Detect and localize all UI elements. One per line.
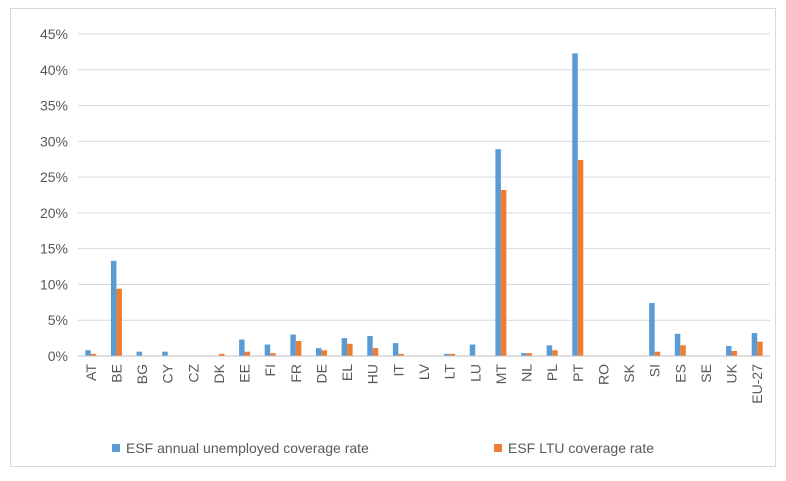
x-tick-label: FR [288,364,304,383]
bar-unemployed-be [110,260,117,356]
y-tick-label: 20% [40,205,68,221]
y-tick-label: 40% [40,62,68,78]
bar-unemployed-de [315,348,322,356]
bar-unemployed-pl [546,345,553,356]
y-tick-label: 15% [40,241,68,257]
bar-ltu-de [321,350,327,356]
x-tick-label: BE [108,364,124,383]
x-tick-label: PT [570,364,586,382]
bar-ltu-pt [577,159,584,356]
y-tick-label: 35% [40,98,68,114]
bar-unemployed-es [674,333,681,356]
x-tick-label: FI [262,364,278,376]
x-tick-label: DE [313,364,329,383]
bar-ltu-pl [552,350,558,356]
bar-unemployed-mt [495,149,501,356]
x-tick-label: SI [647,364,663,377]
legend-swatch [112,444,120,452]
bar-ltu-eu-27 [757,341,763,356]
x-tick-label: AT [83,364,99,381]
legend-swatch [494,444,502,452]
bar-ltu-lt [449,353,456,356]
y-tick-label: 25% [40,169,68,185]
legend-label: ESF annual unemployed coverage rate [126,440,369,456]
y-tick-label: 45% [40,26,68,42]
x-tick-label: NL [519,364,535,382]
bar-unemployed-eu-27 [751,333,758,356]
x-tick-label: MT [493,364,509,385]
bar-ltu-nl [526,353,533,356]
bar-unemployed-bg [136,351,143,356]
gridlines [78,33,770,321]
x-tick-label: DK [211,363,227,383]
x-tick-label: RO [595,364,611,385]
bar-ltu-be [116,288,122,356]
bar-unemployed-ee [239,339,245,356]
bar-unemployed-nl [521,353,527,356]
x-tick-label: CY [160,363,176,383]
x-tick-label: UK [724,363,740,383]
bar-unemployed-si [649,303,655,356]
bar-unemployed-hu [367,335,373,356]
x-tick-label: LV [416,363,432,380]
bar-ltu-fi [270,353,276,356]
x-tick-label: HU [365,364,381,384]
bar-unemployed-at [85,350,91,356]
bar-ltu-es [680,345,686,356]
bar-unemployed-cy [162,351,168,356]
bar-unemployed-lu [469,344,476,356]
bar-unemployed-fr [290,334,296,356]
bar-unemployed-uk [726,345,732,356]
x-tick-label: EU-27 [749,364,765,404]
x-tick-label: EE [237,364,253,383]
bar-ltu-mt [500,189,507,356]
x-tick-label: PL [544,364,560,381]
bar-ltu-hu [372,348,379,356]
y-tick-label: 30% [40,133,68,149]
bar-unemployed-lt [444,353,450,356]
chart-frame [10,8,776,467]
bar-ltu-ee [244,351,251,356]
x-tick-label: IT [390,364,406,377]
bar-ltu-el [347,343,353,356]
x-tick-label: SE [698,364,714,383]
x-axis-tick-labels: AT BE BG CY CZ DK EE FI FR DE EL HU IT LV LT LU MT NL PL PT… [83,363,765,403]
legend-label: ESF LTU coverage rate [508,440,654,456]
x-tick-label: EL [339,364,355,381]
bar-ltu-it [398,353,404,356]
bar-unemployed-fi [264,344,271,356]
x-tick-label: CZ [185,364,201,383]
bar-unemployed-pt [572,53,578,356]
y-axis-tick-labels: 0% 5% 10% 15% 20% 25% 30% 35% 40% 45% [40,26,68,364]
x-tick-label: ES [672,364,688,383]
bar-unemployed-el [341,338,348,356]
y-tick-label: 0% [48,348,68,364]
bar-ltu-uk [731,350,738,356]
x-tick-label: BG [134,364,150,384]
legend: ESF annual unemployed coverage rate ESF L… [112,440,654,456]
bar-unemployed-it [392,343,399,356]
bar-ltu-dk [218,353,225,356]
bar-ltu-at [90,353,97,356]
bars [85,53,763,356]
y-tick-label: 5% [48,312,68,328]
y-tick-label: 10% [40,276,68,292]
x-tick-label: LU [467,364,483,382]
bar-ltu-si [654,351,661,356]
x-tick-label: SK [621,363,637,382]
bar-ltu-fr [295,340,302,356]
x-tick-label: LT [442,364,458,380]
